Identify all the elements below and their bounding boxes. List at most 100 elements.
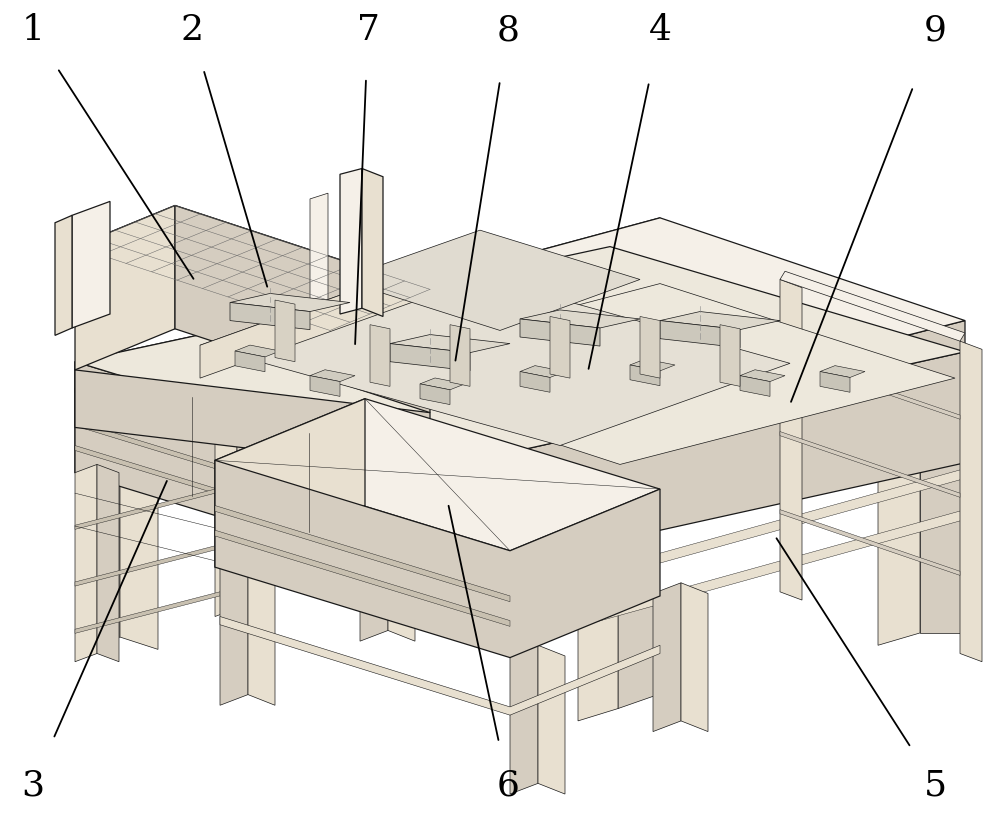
Polygon shape	[630, 359, 675, 371]
Polygon shape	[120, 460, 158, 649]
Polygon shape	[610, 247, 645, 407]
Polygon shape	[740, 376, 770, 396]
Polygon shape	[175, 206, 430, 413]
Polygon shape	[520, 372, 550, 392]
Polygon shape	[200, 263, 790, 446]
Polygon shape	[538, 645, 565, 794]
Text: 8: 8	[496, 13, 520, 48]
Polygon shape	[681, 583, 708, 732]
Polygon shape	[420, 378, 465, 390]
Polygon shape	[275, 300, 295, 362]
Polygon shape	[780, 510, 960, 575]
Polygon shape	[578, 524, 618, 721]
Text: 7: 7	[357, 13, 379, 48]
Polygon shape	[75, 247, 965, 470]
Polygon shape	[580, 411, 965, 524]
Polygon shape	[550, 316, 570, 378]
Polygon shape	[388, 492, 415, 641]
Polygon shape	[75, 370, 430, 470]
Polygon shape	[653, 583, 681, 732]
Polygon shape	[370, 325, 390, 386]
Polygon shape	[220, 556, 248, 705]
Polygon shape	[310, 370, 355, 381]
Polygon shape	[780, 279, 802, 600]
Polygon shape	[235, 351, 265, 372]
Polygon shape	[215, 419, 237, 616]
Text: 9: 9	[924, 13, 946, 48]
Polygon shape	[340, 169, 362, 314]
Polygon shape	[248, 556, 275, 705]
Polygon shape	[362, 169, 383, 316]
Polygon shape	[720, 325, 740, 386]
Polygon shape	[85, 460, 120, 649]
Polygon shape	[520, 366, 565, 377]
Polygon shape	[237, 419, 259, 616]
Polygon shape	[660, 321, 740, 348]
Polygon shape	[450, 325, 470, 386]
Polygon shape	[75, 206, 175, 370]
Polygon shape	[97, 464, 119, 662]
Polygon shape	[820, 372, 850, 392]
Text: 3: 3	[21, 768, 45, 802]
Polygon shape	[310, 333, 660, 543]
Polygon shape	[252, 402, 787, 527]
Polygon shape	[55, 215, 72, 335]
Text: 4: 4	[648, 13, 672, 48]
Polygon shape	[580, 469, 965, 585]
Polygon shape	[75, 464, 97, 662]
Polygon shape	[960, 341, 982, 662]
Polygon shape	[75, 206, 430, 330]
Polygon shape	[520, 319, 600, 346]
Polygon shape	[310, 218, 660, 427]
Polygon shape	[75, 480, 250, 529]
Polygon shape	[230, 302, 310, 330]
Polygon shape	[510, 645, 538, 794]
Polygon shape	[215, 399, 365, 567]
Polygon shape	[215, 399, 660, 551]
Polygon shape	[580, 427, 965, 544]
Polygon shape	[360, 492, 388, 641]
Polygon shape	[390, 335, 510, 353]
Polygon shape	[575, 345, 610, 501]
Polygon shape	[420, 384, 450, 404]
Polygon shape	[75, 388, 430, 501]
Polygon shape	[580, 370, 965, 483]
Polygon shape	[920, 436, 965, 633]
Polygon shape	[780, 353, 960, 419]
Polygon shape	[164, 375, 699, 500]
Polygon shape	[220, 616, 660, 715]
Polygon shape	[820, 366, 865, 377]
Polygon shape	[310, 218, 965, 411]
Polygon shape	[215, 530, 510, 626]
Polygon shape	[341, 429, 876, 554]
Polygon shape	[340, 230, 640, 330]
Polygon shape	[520, 310, 640, 328]
Polygon shape	[75, 537, 250, 586]
Polygon shape	[75, 352, 965, 581]
Polygon shape	[610, 321, 965, 526]
Polygon shape	[640, 316, 660, 378]
Text: 6: 6	[497, 768, 519, 802]
Polygon shape	[780, 271, 965, 341]
Polygon shape	[215, 460, 660, 658]
Polygon shape	[235, 345, 280, 357]
Polygon shape	[780, 432, 960, 497]
Polygon shape	[390, 344, 470, 371]
Polygon shape	[740, 370, 785, 381]
Polygon shape	[330, 284, 955, 464]
Polygon shape	[310, 193, 328, 314]
Text: 2: 2	[180, 13, 204, 48]
Polygon shape	[660, 312, 780, 330]
Polygon shape	[75, 421, 430, 534]
Polygon shape	[310, 376, 340, 396]
Polygon shape	[230, 293, 350, 312]
Polygon shape	[200, 263, 430, 378]
Polygon shape	[72, 201, 110, 328]
Polygon shape	[75, 247, 610, 473]
Text: 5: 5	[923, 768, 947, 802]
Polygon shape	[618, 510, 658, 709]
Polygon shape	[878, 436, 920, 645]
Polygon shape	[215, 506, 510, 602]
Polygon shape	[630, 365, 660, 386]
Polygon shape	[75, 584, 250, 634]
